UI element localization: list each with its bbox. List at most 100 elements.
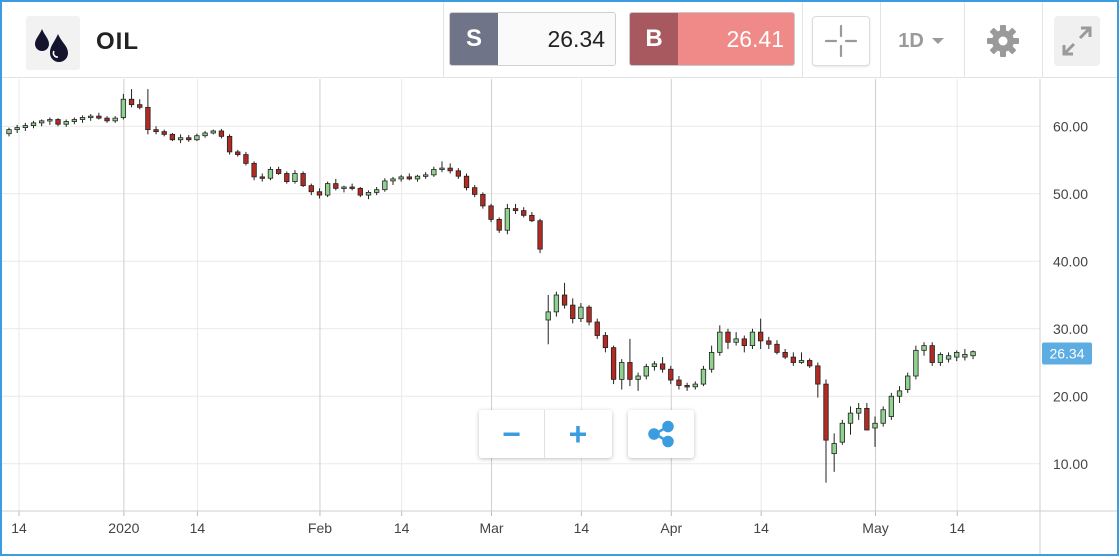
candle-body xyxy=(921,345,927,351)
candle-down xyxy=(741,335,747,353)
fullscreen-button[interactable] xyxy=(1054,16,1100,66)
candle-body xyxy=(349,186,355,189)
candle-up xyxy=(749,328,756,349)
zoom-controls: − + xyxy=(479,410,612,458)
candle-body xyxy=(235,151,241,156)
candle-up xyxy=(120,93,127,120)
instrument-logo xyxy=(26,16,80,70)
candle-up xyxy=(414,174,421,182)
candle-body xyxy=(226,135,233,153)
candle-body xyxy=(504,208,511,231)
candle-body xyxy=(586,306,592,323)
candle-body xyxy=(570,304,576,320)
candle-down xyxy=(790,352,796,366)
candle-body xyxy=(913,349,919,377)
candle-body xyxy=(619,362,625,380)
candle-up xyxy=(962,349,968,361)
candle-up xyxy=(880,406,886,427)
candle-body xyxy=(512,208,519,212)
candle-up xyxy=(112,116,118,123)
candle-up xyxy=(937,352,944,366)
candle-body xyxy=(480,194,486,207)
candle-body xyxy=(488,205,494,220)
candle-body xyxy=(186,137,192,141)
gear-icon xyxy=(987,25,1019,57)
candle-body xyxy=(414,175,421,180)
candle-up xyxy=(267,166,274,181)
share-button[interactable] xyxy=(628,410,694,458)
buy-price: 26.41 xyxy=(678,13,794,65)
candle-body xyxy=(635,375,641,380)
candle-body xyxy=(71,119,78,122)
candle-up xyxy=(847,406,854,435)
candle-body xyxy=(308,185,314,193)
candle-up xyxy=(578,303,584,322)
candle-down xyxy=(357,187,363,198)
candle-down xyxy=(627,338,633,387)
buy-label: B xyxy=(630,13,678,65)
candle-body xyxy=(888,395,895,417)
price-chart[interactable]: 10.00 20.00 30.00 40.00 50.00 60.00 14 2020 14 Fe… xyxy=(2,79,1117,556)
zoom-out-button[interactable]: − xyxy=(479,410,545,458)
candle-body xyxy=(970,351,976,357)
candle-body xyxy=(529,214,535,222)
candle-up xyxy=(14,124,20,133)
period-dropdown[interactable]: 1D xyxy=(890,16,954,66)
crosshair-button[interactable] xyxy=(812,16,870,66)
candle-up xyxy=(292,170,298,184)
candle-up xyxy=(39,119,45,127)
candle-down xyxy=(406,173,412,181)
candle-up xyxy=(905,372,911,393)
candle-body xyxy=(929,345,935,363)
candle-body xyxy=(733,338,739,343)
candle-body xyxy=(610,347,617,380)
candle-body xyxy=(472,187,478,195)
candle-down xyxy=(275,166,282,175)
candle-down xyxy=(128,89,135,108)
candle-down xyxy=(586,305,592,326)
y-tick-label: 10.00 xyxy=(1053,456,1088,472)
candle-body xyxy=(145,106,151,131)
candle-down xyxy=(521,207,527,218)
candle-down xyxy=(610,345,617,385)
candle-up xyxy=(6,127,12,137)
candle-body xyxy=(684,385,690,388)
candle-up xyxy=(439,161,445,173)
candle-body xyxy=(382,180,388,191)
settings-button[interactable] xyxy=(974,16,1032,66)
candle-body xyxy=(700,368,707,385)
candle-down xyxy=(55,118,61,127)
candle-body xyxy=(872,422,878,429)
candle-body xyxy=(692,383,698,388)
buy-button[interactable]: B 26.41 xyxy=(629,12,795,66)
current-price-label: 26.34 xyxy=(1049,345,1084,361)
candle-down xyxy=(333,178,339,191)
candle-body xyxy=(627,362,633,380)
sell-button[interactable]: S 26.34 xyxy=(449,12,616,66)
candle-body xyxy=(741,338,747,347)
candle-up xyxy=(47,117,53,125)
y-tick-label: 50.00 xyxy=(1053,186,1088,202)
candle-down xyxy=(807,358,813,368)
candle-up xyxy=(79,115,86,123)
candle-body xyxy=(161,131,167,135)
zoom-in-button[interactable]: + xyxy=(568,415,588,452)
candle-up xyxy=(856,403,862,420)
candle-down xyxy=(659,357,666,373)
candle-down xyxy=(570,298,576,324)
candle-body xyxy=(954,351,960,358)
candle-down xyxy=(684,382,690,391)
candle-up xyxy=(954,350,960,362)
candle-down xyxy=(676,376,682,390)
candle-up xyxy=(545,295,551,345)
candle-up xyxy=(210,129,216,135)
candle-body xyxy=(128,98,135,106)
candle-down xyxy=(782,349,788,360)
candle-down xyxy=(284,171,290,184)
candle-down xyxy=(96,112,102,120)
candle-down xyxy=(512,203,519,214)
candle-body xyxy=(104,117,110,122)
candle-body xyxy=(545,311,551,321)
candle-body xyxy=(447,167,453,172)
candle-up xyxy=(708,345,715,373)
